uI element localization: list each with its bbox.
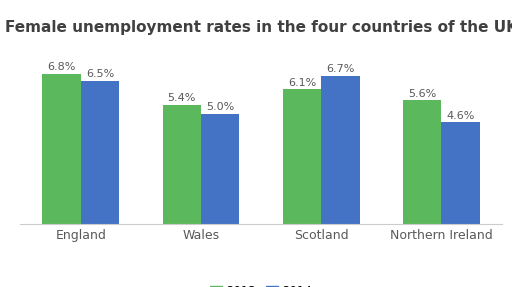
- Text: 4.6%: 4.6%: [446, 111, 475, 121]
- Title: Female unemployment rates in the four countries of the UK: Female unemployment rates in the four co…: [5, 20, 512, 35]
- Text: 5.4%: 5.4%: [167, 93, 196, 103]
- Legend: 2013, 2014: 2013, 2014: [205, 280, 317, 287]
- Text: 6.1%: 6.1%: [288, 77, 316, 88]
- Bar: [201, 114, 240, 224]
- Text: 5.0%: 5.0%: [206, 102, 234, 112]
- Text: 5.6%: 5.6%: [408, 89, 436, 99]
- Text: 6.5%: 6.5%: [86, 69, 114, 79]
- Text: 6.7%: 6.7%: [326, 64, 355, 74]
- Bar: [403, 100, 441, 224]
- Bar: [42, 74, 81, 224]
- Bar: [81, 81, 119, 224]
- Bar: [441, 123, 480, 224]
- Bar: [162, 105, 201, 224]
- Bar: [321, 76, 360, 224]
- Text: 6.8%: 6.8%: [48, 62, 76, 72]
- Bar: [283, 89, 321, 224]
